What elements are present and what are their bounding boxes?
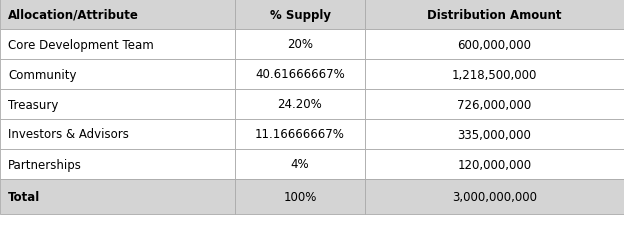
Text: 120,000,000: 120,000,000 bbox=[457, 158, 532, 171]
Bar bbox=[0, 179, 235, 214]
Bar bbox=[0, 0, 235, 30]
Bar bbox=[235, 30, 365, 60]
Bar bbox=[0, 60, 235, 90]
Bar bbox=[235, 0, 365, 30]
Bar bbox=[365, 149, 624, 179]
Bar bbox=[235, 90, 365, 119]
Text: 20%: 20% bbox=[287, 38, 313, 51]
Text: 40.61666667%: 40.61666667% bbox=[255, 68, 345, 81]
Bar bbox=[365, 60, 624, 90]
Text: Partnerships: Partnerships bbox=[8, 158, 82, 171]
Bar bbox=[365, 30, 624, 60]
Bar bbox=[0, 119, 235, 149]
Text: 726,000,000: 726,000,000 bbox=[457, 98, 532, 111]
Text: Community: Community bbox=[8, 68, 77, 81]
Bar bbox=[235, 179, 365, 214]
Text: 4%: 4% bbox=[291, 158, 310, 171]
Bar bbox=[365, 90, 624, 119]
Text: % Supply: % Supply bbox=[270, 8, 331, 21]
Text: 24.20%: 24.20% bbox=[278, 98, 323, 111]
Text: Core Development Team: Core Development Team bbox=[8, 38, 154, 51]
Text: 3,000,000,000: 3,000,000,000 bbox=[452, 190, 537, 203]
Text: Treasury: Treasury bbox=[8, 98, 59, 111]
Text: Allocation/Attribute: Allocation/Attribute bbox=[8, 8, 139, 21]
Text: 1,218,500,000: 1,218,500,000 bbox=[452, 68, 537, 81]
Text: Total: Total bbox=[8, 190, 41, 203]
Bar bbox=[0, 30, 235, 60]
Bar bbox=[365, 179, 624, 214]
Text: Investors & Advisors: Investors & Advisors bbox=[8, 128, 129, 141]
Text: 100%: 100% bbox=[283, 190, 317, 203]
Text: 600,000,000: 600,000,000 bbox=[457, 38, 532, 51]
Bar bbox=[235, 60, 365, 90]
Text: 335,000,000: 335,000,000 bbox=[457, 128, 532, 141]
Bar bbox=[235, 149, 365, 179]
Text: 11.16666667%: 11.16666667% bbox=[255, 128, 345, 141]
Text: Distribution Amount: Distribution Amount bbox=[427, 8, 562, 21]
Bar bbox=[365, 0, 624, 30]
Bar bbox=[235, 119, 365, 149]
Bar bbox=[0, 149, 235, 179]
Bar bbox=[365, 119, 624, 149]
Bar bbox=[0, 90, 235, 119]
